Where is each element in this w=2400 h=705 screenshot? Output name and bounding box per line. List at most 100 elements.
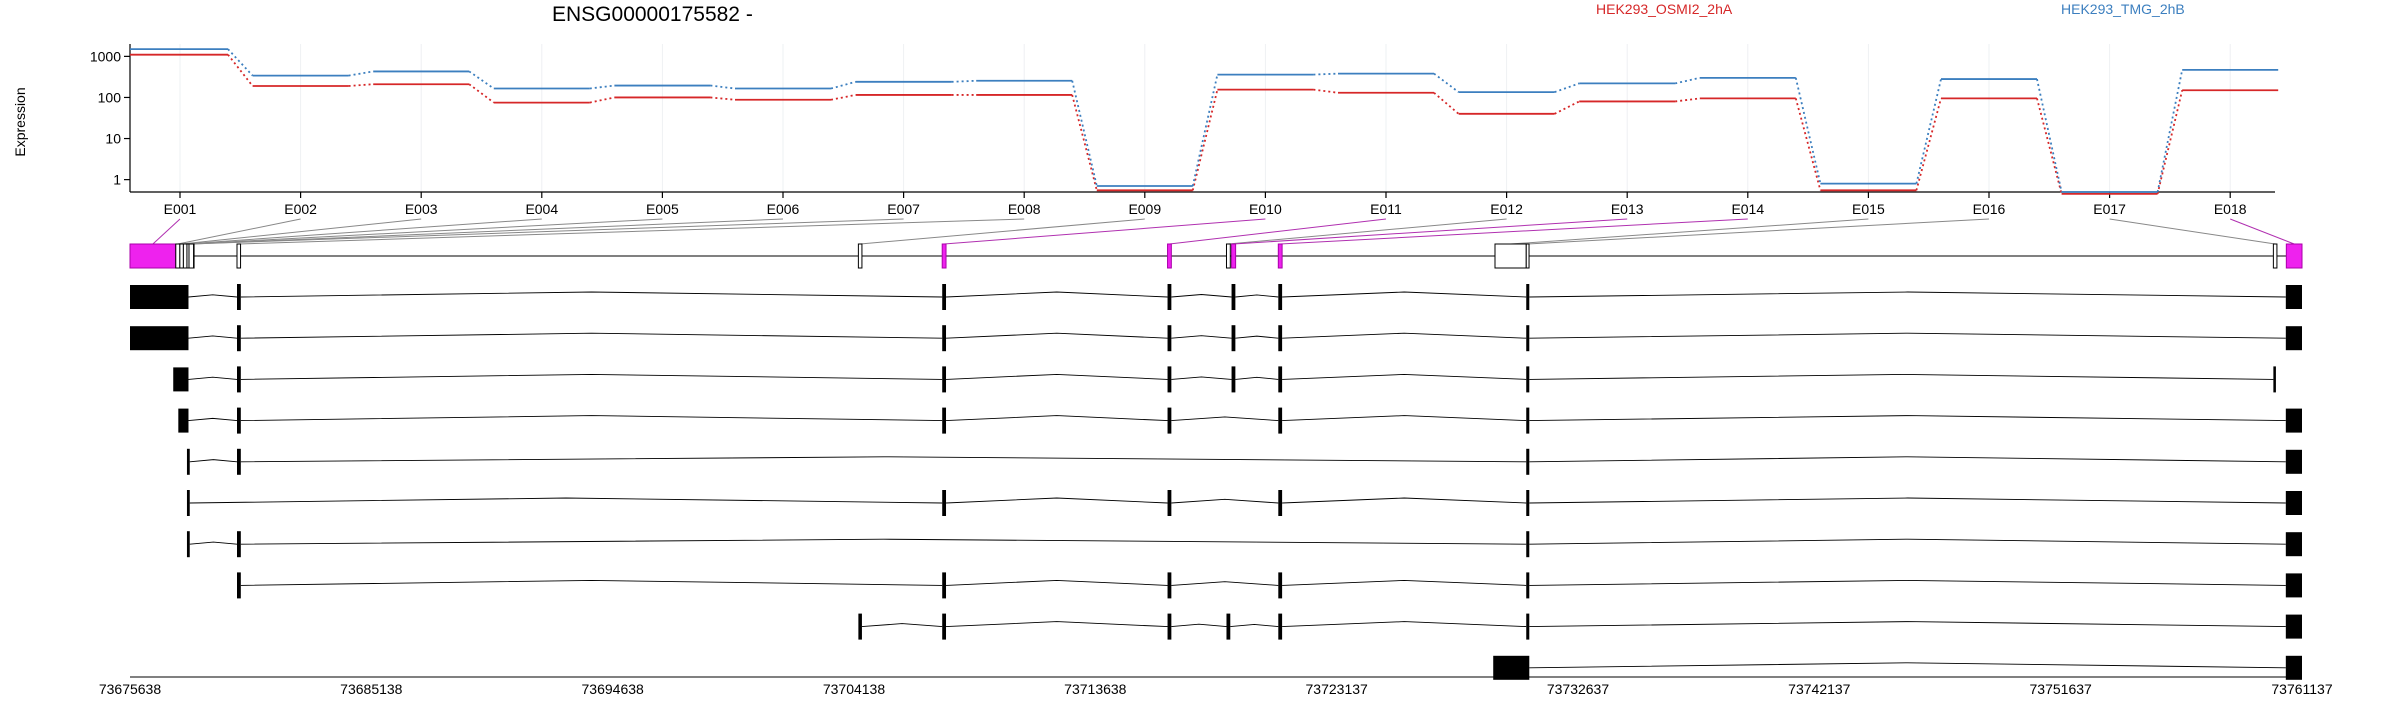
transcript-exon bbox=[2285, 532, 2302, 557]
y-tick-label: 1000 bbox=[90, 48, 121, 64]
genomic-tick-label: 73742137 bbox=[1788, 681, 1851, 697]
transcript-intron bbox=[1282, 579, 1527, 586]
exon-connector bbox=[238, 218, 1025, 245]
transcript-intron bbox=[1529, 332, 2286, 339]
exon-connectors bbox=[152, 218, 2295, 245]
transcript-intron bbox=[188, 335, 238, 339]
genomic-tick-label: 73732637 bbox=[1547, 681, 1610, 697]
transcript-intron bbox=[1529, 291, 2286, 298]
transcript-exon bbox=[2285, 285, 2302, 309]
exon-connector bbox=[1280, 218, 1748, 245]
x-axis: E001 E002 E003 E004 E005 E006 E007 E008 E009 E010… bbox=[130, 191, 2275, 217]
gene-model-exon bbox=[1494, 243, 1527, 269]
transcript-exon bbox=[858, 613, 862, 640]
series-1-connector bbox=[2156, 90, 2184, 195]
x-tick-label: E008 bbox=[1008, 201, 1041, 217]
transcript-intron bbox=[1171, 294, 1232, 298]
transcript-exon bbox=[1278, 613, 1283, 640]
transcript-intron bbox=[189, 497, 943, 504]
transcript-exon bbox=[1526, 531, 1530, 558]
transcript-exon bbox=[1278, 284, 1283, 310]
transcript-4 bbox=[178, 407, 2302, 434]
transcript-10 bbox=[1493, 655, 2302, 680]
x-tick-label: E013 bbox=[1611, 201, 1644, 217]
exon-connector bbox=[191, 218, 904, 245]
series-2-connector bbox=[1433, 72, 1460, 93]
transcript-intron bbox=[946, 579, 1168, 586]
transcript-intron bbox=[1171, 376, 1232, 380]
transcript-intron bbox=[1282, 621, 1527, 628]
series-2-connector bbox=[830, 80, 856, 90]
transcript-exon bbox=[1278, 407, 1283, 434]
gene-model-exon bbox=[1225, 243, 1231, 269]
series-1-connector bbox=[1554, 100, 1580, 115]
exon-connector bbox=[1527, 218, 1990, 245]
genomic-tick-label: 73723137 bbox=[1306, 681, 1369, 697]
transcript-exon bbox=[942, 325, 947, 352]
exon-connector bbox=[181, 218, 422, 245]
legend-entry-series-2: HEK293_TMG_2hB bbox=[2061, 1, 2185, 17]
series-2-connector bbox=[1554, 82, 1580, 93]
transcript-exon bbox=[1526, 325, 1530, 352]
gene-model-exon bbox=[236, 243, 242, 269]
transcript-intron bbox=[240, 291, 943, 298]
transcript-exon bbox=[1226, 613, 1231, 640]
x-tick-label: E001 bbox=[164, 201, 197, 217]
gene-model-exon bbox=[1277, 243, 1283, 269]
transcript-exon bbox=[942, 366, 947, 393]
series-2-connector bbox=[710, 84, 736, 90]
transcript-intron bbox=[240, 332, 943, 339]
x-tick-label: E015 bbox=[1852, 201, 1885, 217]
series-1-connector bbox=[830, 94, 856, 101]
gene-model-exon bbox=[129, 243, 177, 269]
series-2-connector bbox=[348, 70, 374, 77]
transcript-intron bbox=[1529, 662, 2286, 669]
transcript-exon bbox=[130, 285, 189, 309]
transcript-3 bbox=[173, 366, 2276, 393]
series-2-connector bbox=[1915, 78, 1942, 184]
x-tick-label: E012 bbox=[1490, 201, 1523, 217]
chart-title: ENSG00000175582 - bbox=[552, 3, 753, 26]
transcript-exon bbox=[186, 490, 190, 516]
exon-connector bbox=[1228, 218, 1507, 245]
gene-model-exon bbox=[2272, 243, 2278, 269]
exon-connector bbox=[2109, 218, 2276, 245]
transcript-exon bbox=[1278, 325, 1283, 352]
x-tick-label: E004 bbox=[525, 201, 558, 217]
transcript-exon bbox=[237, 325, 241, 352]
transcript-exon bbox=[2285, 573, 2302, 598]
transcript-exon bbox=[2273, 366, 2276, 393]
series-1-connector bbox=[1191, 89, 1219, 191]
series-1-connector bbox=[710, 96, 736, 101]
series-2-connector bbox=[2156, 69, 2184, 193]
transcript-exon bbox=[1526, 284, 1530, 310]
transcript-exon bbox=[178, 408, 189, 433]
series-1-connector bbox=[589, 96, 615, 104]
series-1-connector bbox=[1433, 92, 1460, 115]
x-tick-label: E017 bbox=[2093, 201, 2126, 217]
transcript-intron bbox=[1282, 497, 1527, 504]
x-tick-label: E010 bbox=[1249, 201, 1282, 217]
gene-model-exon bbox=[941, 243, 947, 269]
genomic-tick-label: 73704138 bbox=[823, 681, 886, 697]
series-1-connector bbox=[1675, 97, 1700, 103]
series-1-connector bbox=[227, 54, 254, 87]
transcript-intron bbox=[1282, 332, 1527, 339]
transcript-1 bbox=[130, 284, 2302, 310]
series-1 bbox=[130, 53, 2279, 195]
series-2-connector bbox=[468, 70, 495, 90]
gene-model-exon bbox=[1231, 243, 1237, 269]
series-1-connector bbox=[1071, 94, 1098, 191]
transcript-intron bbox=[946, 291, 1168, 298]
transcript-exon bbox=[1526, 490, 1530, 516]
transcript-intron bbox=[946, 497, 1168, 504]
transcript-exon bbox=[1231, 366, 1236, 393]
transcript-exon bbox=[1526, 572, 1530, 599]
exon-connector bbox=[860, 218, 1145, 245]
transcript-exon bbox=[237, 407, 241, 434]
x-tick-label: E005 bbox=[646, 201, 679, 217]
series-2-connector bbox=[227, 48, 254, 77]
transcript-exon bbox=[1167, 613, 1172, 640]
series-1-connector bbox=[468, 83, 495, 104]
transcript-intron bbox=[861, 623, 943, 628]
